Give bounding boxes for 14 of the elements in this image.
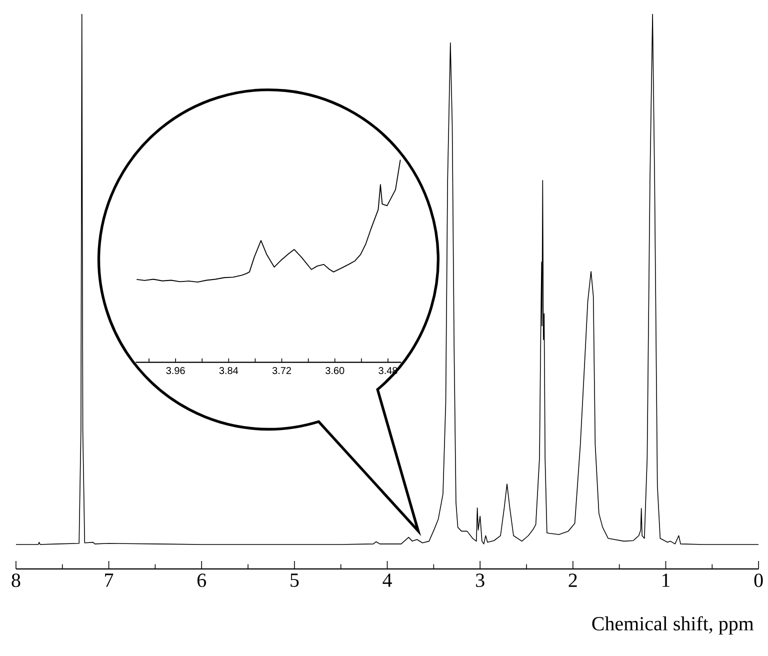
x-tick-label: 3.72 [272, 367, 291, 374]
x-axis-title: Chemical shift, ppm [592, 616, 754, 635]
x-tick-label: 5 [290, 574, 299, 587]
x-tick-label: 7 [105, 574, 114, 587]
x-tick-label: 3 [476, 574, 484, 588]
x-tick-label: 4 [382, 574, 392, 587]
x-tick-label: 3.84 [219, 367, 238, 374]
x-tick-label: 6 [197, 574, 206, 588]
x-tick-label: 0 [754, 574, 763, 588]
x-tick-label: 3.60 [326, 367, 344, 374]
x-tick-label: 2 [568, 574, 577, 587]
x-tick-label: 3.96 [166, 367, 185, 374]
x-tick-label: 1 [662, 574, 670, 587]
x-tick-label: 8 [12, 574, 20, 588]
